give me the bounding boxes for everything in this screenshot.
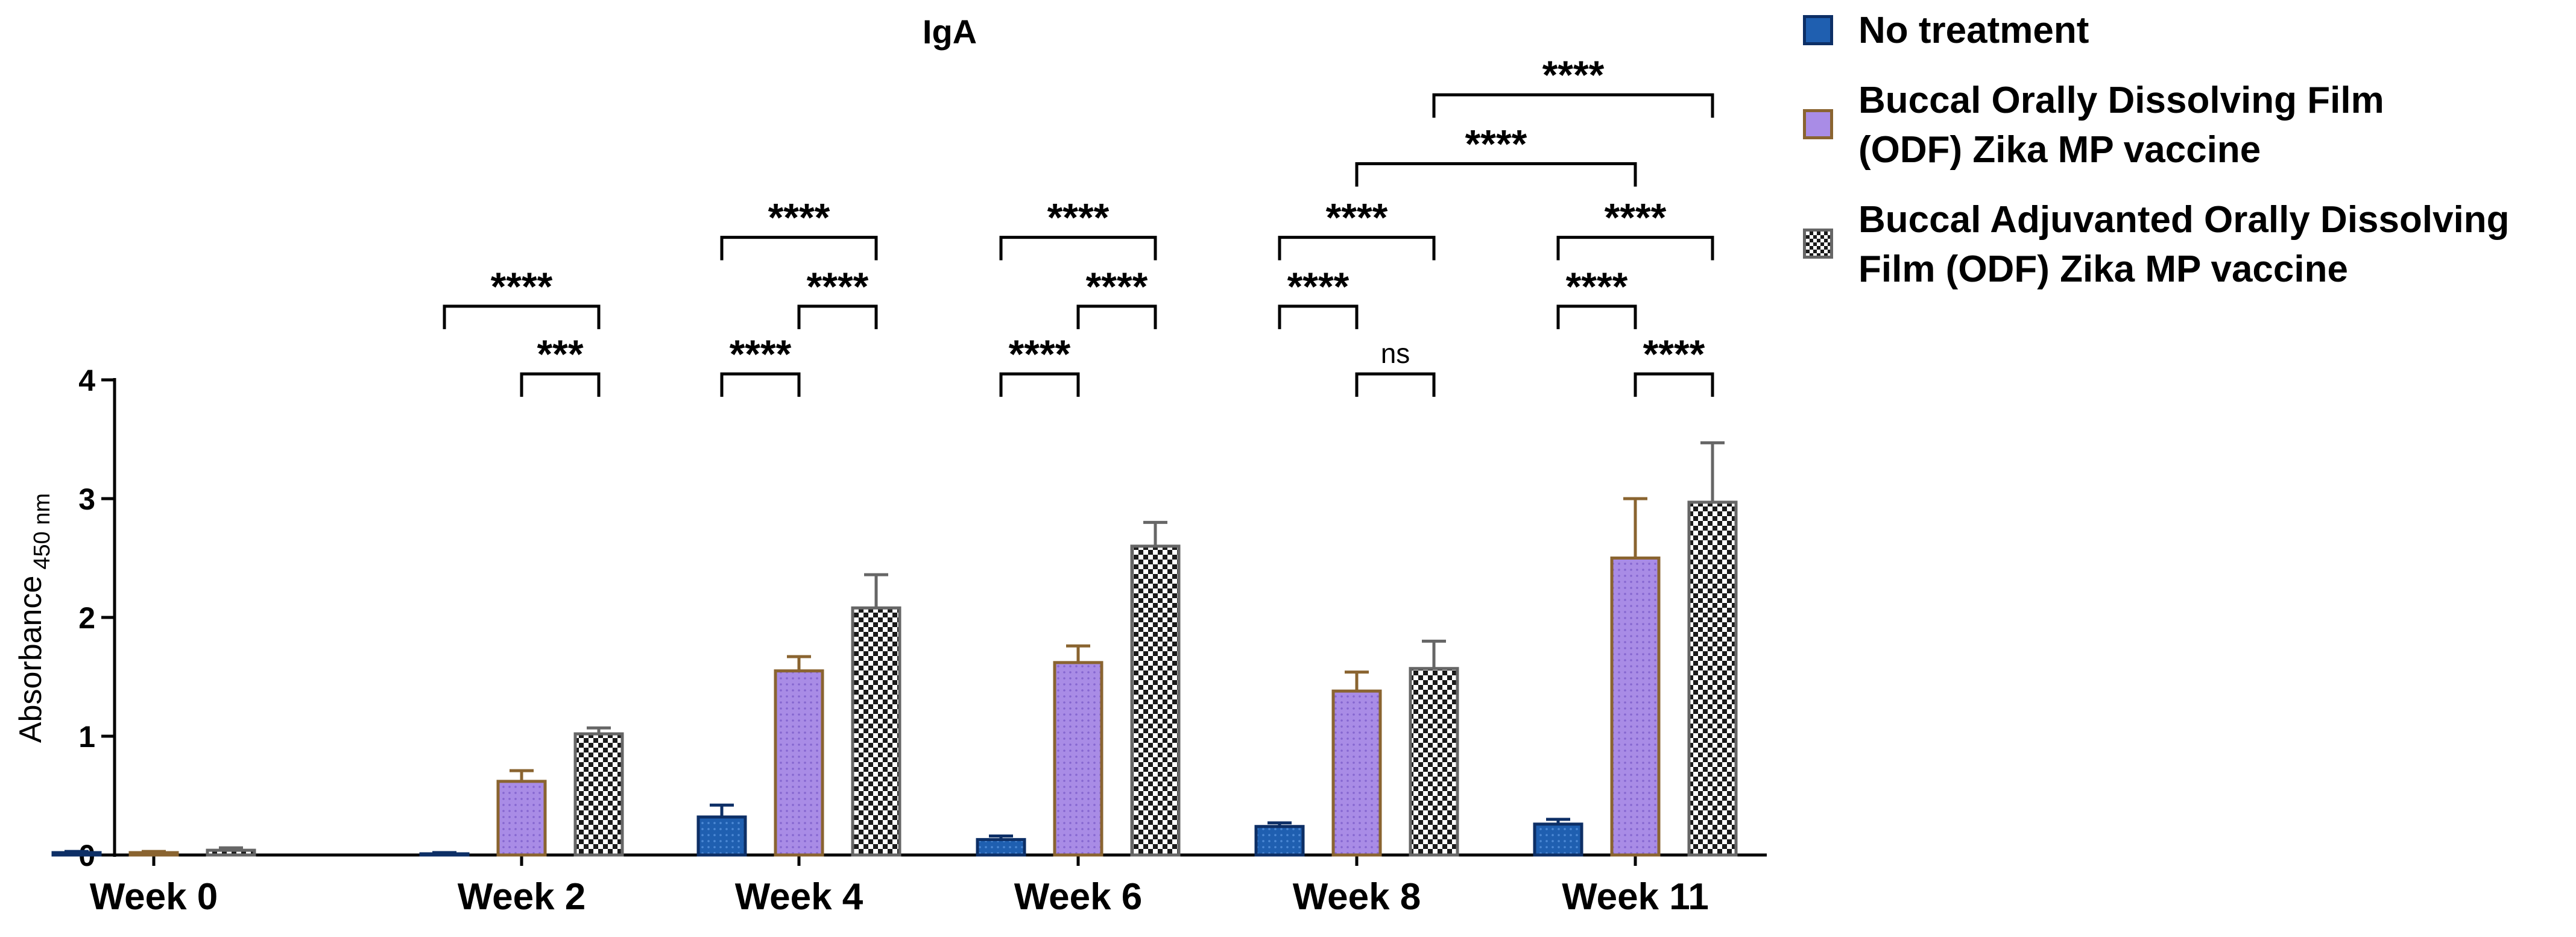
legend: No treatment Buccal Orally Dissolving Fi… [1803,6,2569,315]
significance-bracket [520,372,601,397]
significance-bracket [720,372,801,397]
bars [51,441,1738,857]
bar [206,848,256,857]
significance-bracket [1634,372,1714,397]
x-tick-label: Week 0 [90,876,218,918]
y-axis-label-main: Absorbance [13,576,48,743]
significance-label: **** [1086,264,1148,309]
significance-label: *** [537,332,583,376]
y-tick-label: 1 [78,720,95,754]
legend-swatch-no-treatment [1803,15,1833,45]
significance-label: **** [491,264,553,309]
bar [1687,500,1738,857]
significance-bracket [1432,93,1714,118]
bar [1053,661,1103,857]
y-tick-label: 3 [78,482,95,516]
bar [1254,825,1305,857]
chart-title: IgA [923,13,977,51]
significance-bracket [999,236,1157,260]
significance-label: **** [768,195,830,240]
significance-label: **** [1047,195,1110,240]
legend-label-adjuvanted-odf-vaccine: Buccal Adjuvanted Orally Dissolving Film… [1858,199,2510,290]
significance-label: **** [1287,264,1350,309]
significance-bracket [797,304,878,329]
significance-bracket [1076,304,1157,329]
bar [1409,667,1459,857]
legend-swatch-adjuvanted-odf-vaccine [1803,229,1833,259]
x-tick-label: Week 11 [1562,876,1709,918]
x-tick-label: Week 8 [1293,876,1421,918]
significance-bracket [1278,236,1436,260]
bar [1130,544,1181,857]
bar [1533,822,1583,857]
significance-bracket [1556,304,1637,329]
significance-label: **** [1326,195,1388,240]
significance-label: **** [1542,52,1605,97]
bar [1331,689,1382,857]
bar [696,815,747,857]
bar [774,669,824,857]
x-tick-label: Week 6 [1014,876,1143,918]
legend-item-adjuvanted-odf-vaccine: Buccal Adjuvanted Orally Dissolving Film… [1803,195,2569,294]
significance-label: ns [1381,338,1410,369]
bar [573,732,624,857]
y-tick-label: 4 [78,364,95,397]
y-axis-label: Absorbance 450 nm [13,493,55,743]
legend-label-odf-vaccine: Buccal Orally Dissolving Film (ODF) Zika… [1858,80,2384,171]
significance-label: **** [1566,264,1628,309]
x-tick-label: Week 2 [458,876,586,918]
significance-brackets: *******************************ns*******… [443,52,1714,397]
legend-item-odf-vaccine: Buccal Orally Dissolving Film (ODF) Zika… [1803,76,2569,175]
legend-swatch-odf-vaccine [1803,109,1833,139]
bar [128,851,179,857]
significance-bracket [720,236,878,260]
bar [1610,557,1661,857]
significance-label: **** [1643,332,1705,376]
significance-label: **** [1465,121,1527,166]
significance-bracket [1355,372,1436,397]
legend-item-no-treatment: No treatment [1803,6,2569,55]
significance-bracket [1278,304,1359,329]
significance-bracket [443,304,601,329]
y-axis-label-subscript: 450 nm [30,493,55,570]
significance-label: **** [1605,195,1667,240]
bar [976,838,1026,857]
bar [851,606,901,857]
significance-label: **** [807,264,869,309]
bar [496,780,547,857]
y-tick-label: 2 [78,601,95,635]
significance-label: **** [730,332,792,376]
significance-bracket [1355,162,1637,187]
significance-bracket [999,372,1080,397]
bar [51,851,102,857]
significance-bracket [1556,236,1714,260]
x-tick-label: Week 4 [735,876,863,918]
significance-label: **** [1009,332,1071,376]
legend-label-no-treatment: No treatment [1858,10,2089,51]
